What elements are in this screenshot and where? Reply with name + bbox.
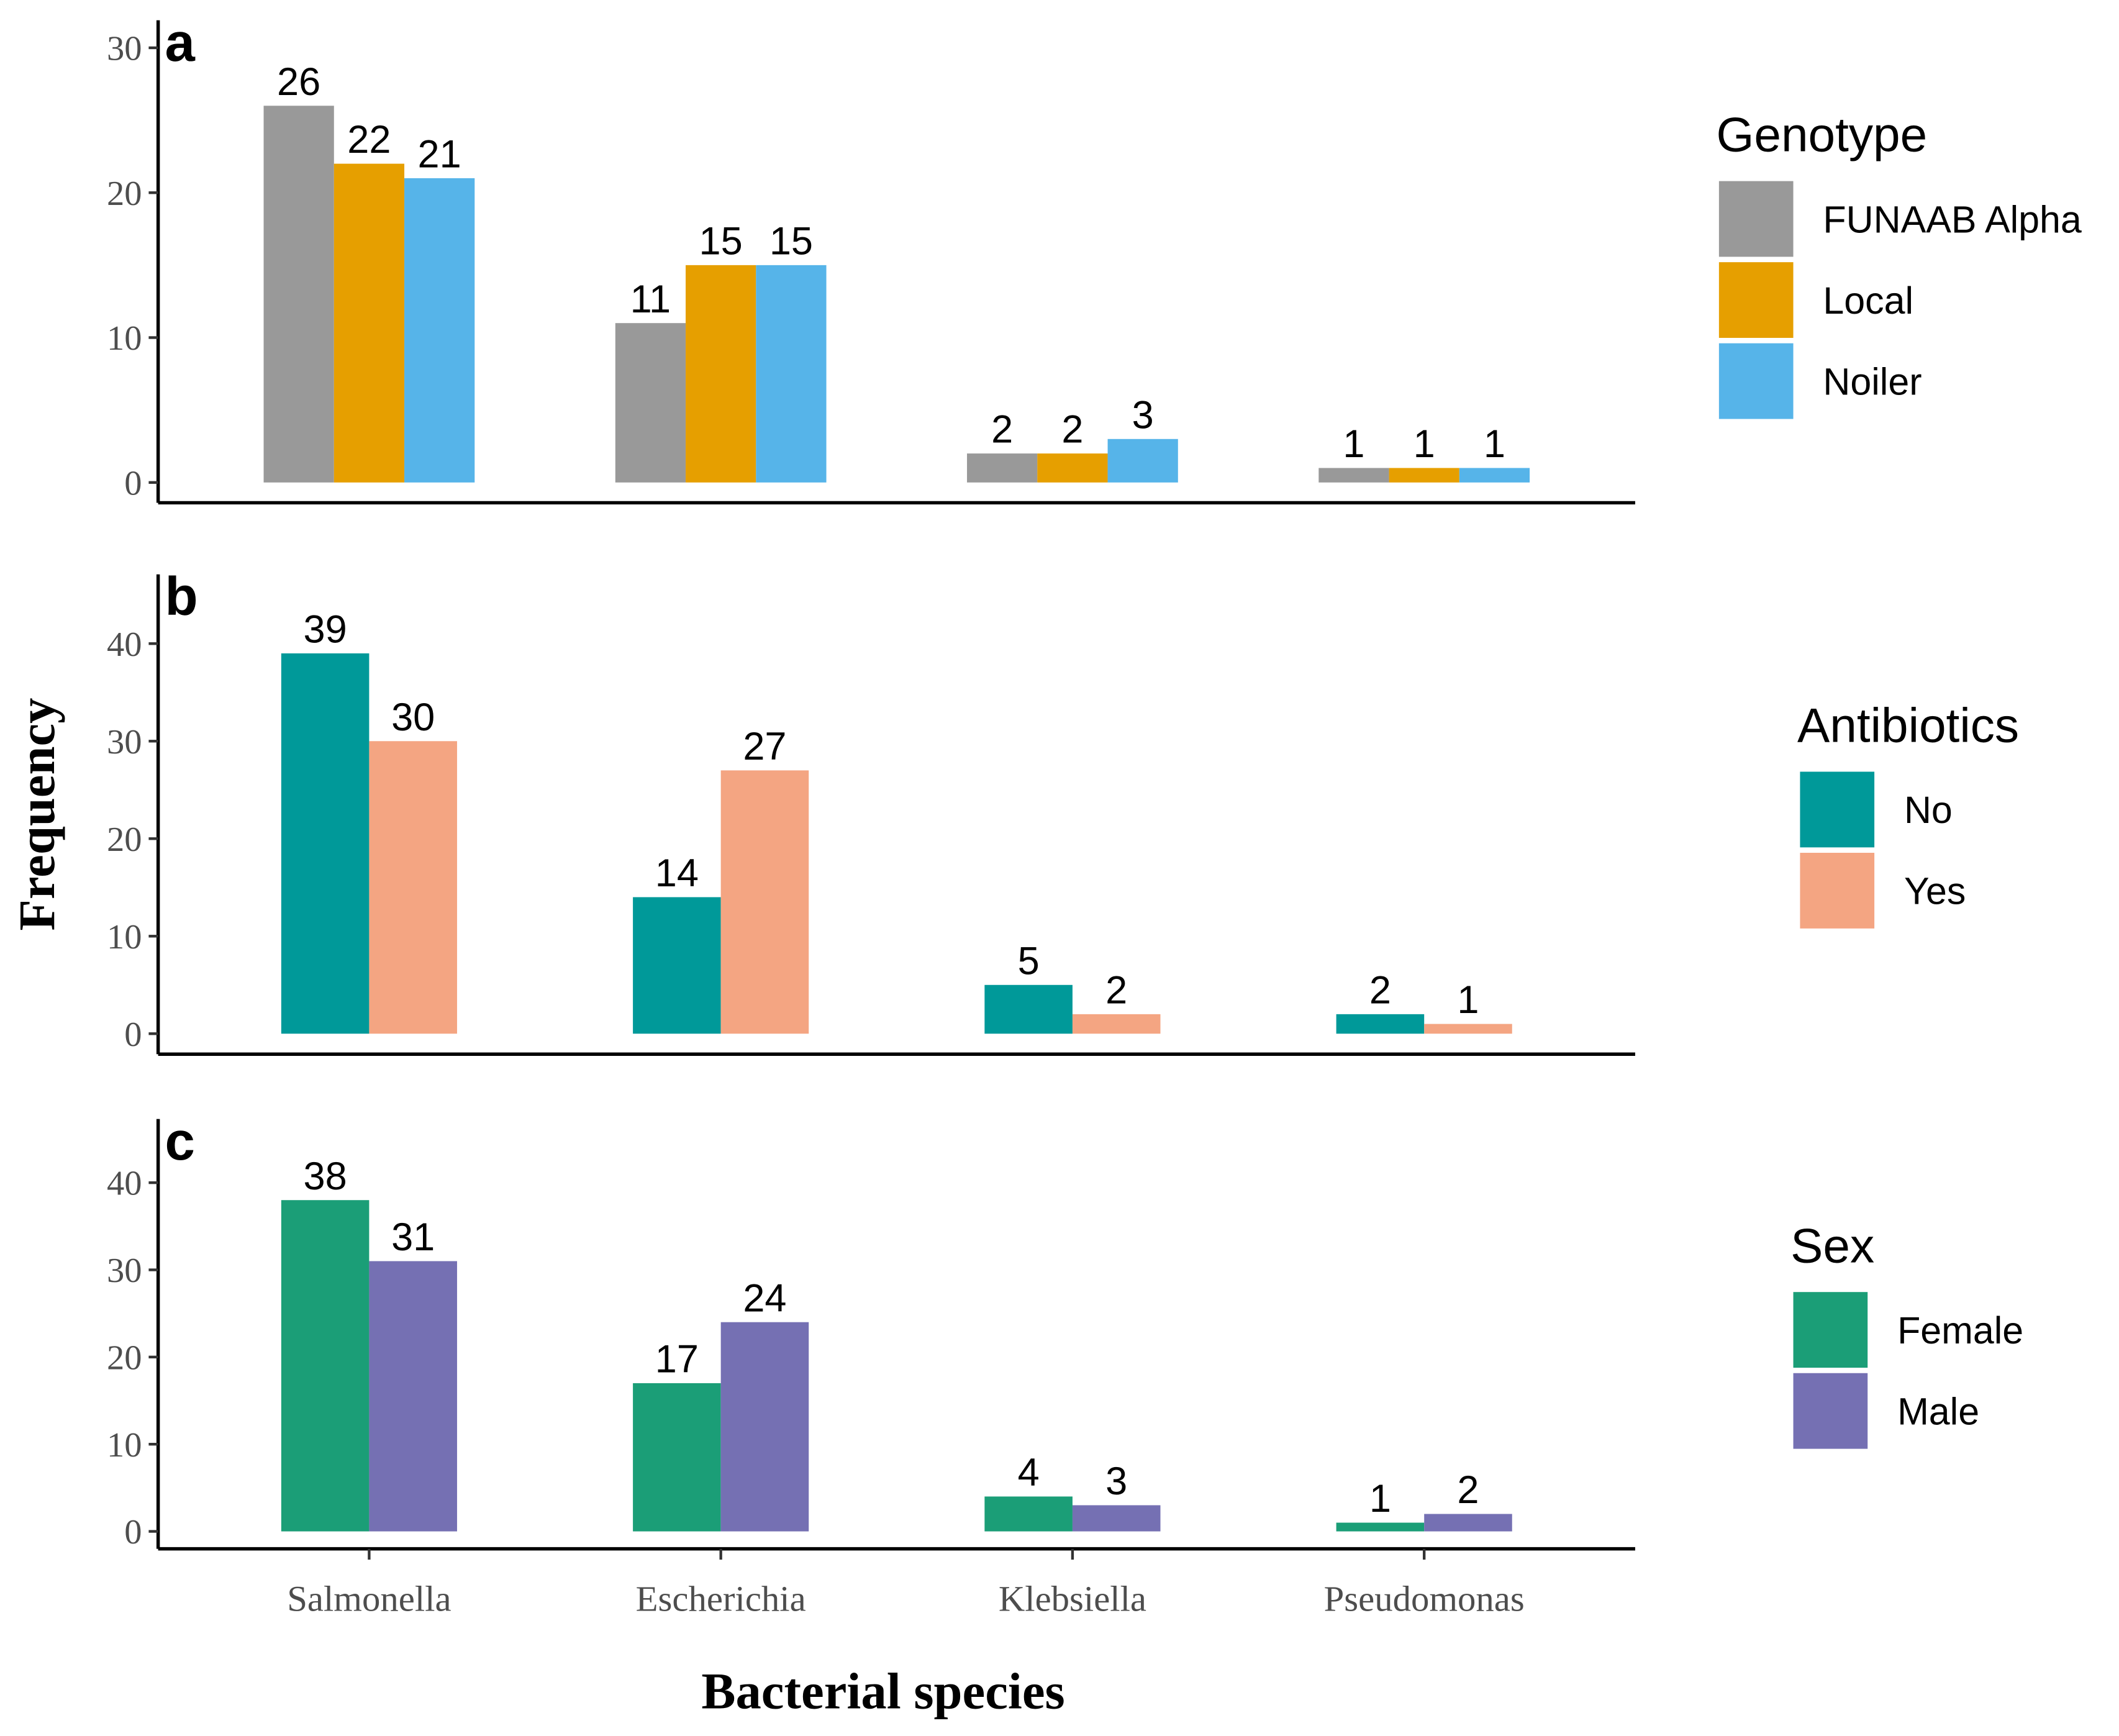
bar <box>1336 1014 1425 1034</box>
y-tick-label: 10 <box>107 319 142 358</box>
value-label: 11 <box>630 278 671 321</box>
legend-key <box>1800 771 1875 848</box>
value-label: 21 <box>418 133 461 176</box>
value-label: 27 <box>743 725 786 768</box>
bar <box>369 1261 457 1532</box>
x-tick-label: Salmonella <box>287 1579 451 1619</box>
y-tick-label: 30 <box>107 1252 142 1290</box>
bar <box>1424 1514 1512 1532</box>
value-label: 30 <box>391 696 435 739</box>
bar <box>984 1496 1073 1532</box>
value-label: 1 <box>1369 1477 1391 1520</box>
legend-key <box>1793 1292 1868 1368</box>
legend-label: Male <box>1897 1390 1979 1432</box>
y-tick-label: 40 <box>107 1165 142 1203</box>
value-label: 31 <box>391 1216 435 1259</box>
value-label: 4 <box>1018 1451 1040 1494</box>
bar <box>756 265 827 483</box>
y-tick-label: 40 <box>107 625 142 664</box>
legend-key <box>1718 262 1794 338</box>
value-label: 2 <box>1369 968 1391 1012</box>
value-label: 26 <box>277 60 320 104</box>
bar <box>967 453 1038 483</box>
value-label: 2 <box>1061 408 1083 452</box>
y-tick-label: 30 <box>107 723 142 761</box>
x-tick-label: Pseudomonas <box>1324 1579 1525 1619</box>
x-tick-label: Klebsiella <box>999 1579 1146 1619</box>
value-label: 3 <box>1105 1460 1127 1503</box>
value-label: 15 <box>699 219 743 263</box>
bar <box>1336 1522 1425 1532</box>
bar <box>404 178 475 483</box>
panel-label: b <box>165 566 198 627</box>
bar <box>369 741 457 1034</box>
legend-label: Yes <box>1904 870 1966 912</box>
value-label: 39 <box>304 608 347 652</box>
value-label: 22 <box>347 118 391 161</box>
bar <box>1318 468 1389 483</box>
bar <box>1459 468 1530 483</box>
bar <box>1072 1014 1161 1034</box>
bar <box>1107 439 1178 483</box>
legend-key <box>1718 343 1794 419</box>
y-axis-title: Frequency <box>8 698 65 930</box>
legend-label: No <box>1904 789 1953 831</box>
legend-title: Antibiotics <box>1797 698 2019 753</box>
bar <box>1389 468 1459 483</box>
value-label: 1 <box>1413 422 1435 466</box>
legend-title: Sex <box>1790 1218 1874 1273</box>
value-label: 14 <box>655 852 699 895</box>
y-tick-label: 0 <box>124 464 142 502</box>
panel-label: c <box>165 1111 195 1171</box>
bar <box>633 897 721 1034</box>
legend-key <box>1793 1373 1868 1449</box>
bar <box>720 770 809 1034</box>
bar <box>720 1322 809 1532</box>
value-label: 1 <box>1484 422 1505 466</box>
bar <box>1037 453 1108 483</box>
y-tick-label: 20 <box>107 820 142 859</box>
panel-label: a <box>165 12 196 73</box>
y-tick-label: 0 <box>124 1513 142 1552</box>
value-label: 15 <box>769 219 813 263</box>
legend-key <box>1718 181 1794 257</box>
bar <box>263 106 334 483</box>
y-tick-label: 10 <box>107 1426 142 1465</box>
value-label: 2 <box>1457 1468 1479 1512</box>
value-label: 2 <box>1105 968 1127 1012</box>
legend-label: Female <box>1897 1309 2023 1352</box>
value-label: 17 <box>655 1338 699 1381</box>
value-label: 2 <box>991 408 1013 452</box>
y-tick-label: 20 <box>107 175 142 213</box>
y-tick-label: 0 <box>124 1016 142 1054</box>
legend-label: Local <box>1823 279 1913 322</box>
y-tick-label: 10 <box>107 918 142 957</box>
value-label: 5 <box>1018 939 1040 983</box>
legend-key <box>1800 853 1875 929</box>
value-label: 38 <box>304 1155 347 1198</box>
value-label: 1 <box>1457 978 1479 1022</box>
bar <box>281 1200 370 1532</box>
bar <box>1424 1024 1512 1034</box>
bar <box>281 653 370 1034</box>
bar <box>633 1383 721 1532</box>
x-tick-label: Escherichia <box>636 1579 806 1619</box>
value-label: 1 <box>1343 422 1364 466</box>
bar <box>615 323 686 483</box>
bar <box>984 984 1073 1034</box>
legend-title: Genotype <box>1717 107 1928 162</box>
x-axis-title: Bacterial species <box>701 1662 1064 1719</box>
value-label: 24 <box>743 1276 786 1320</box>
value-label: 3 <box>1132 393 1154 437</box>
bar <box>334 163 405 483</box>
y-tick-label: 20 <box>107 1338 142 1377</box>
y-tick-label: 30 <box>107 30 142 68</box>
bar <box>1072 1505 1161 1532</box>
legend-label: Noiler <box>1823 360 1922 402</box>
bar <box>686 265 756 483</box>
legend-label: FUNAAB Alpha <box>1823 198 2082 240</box>
